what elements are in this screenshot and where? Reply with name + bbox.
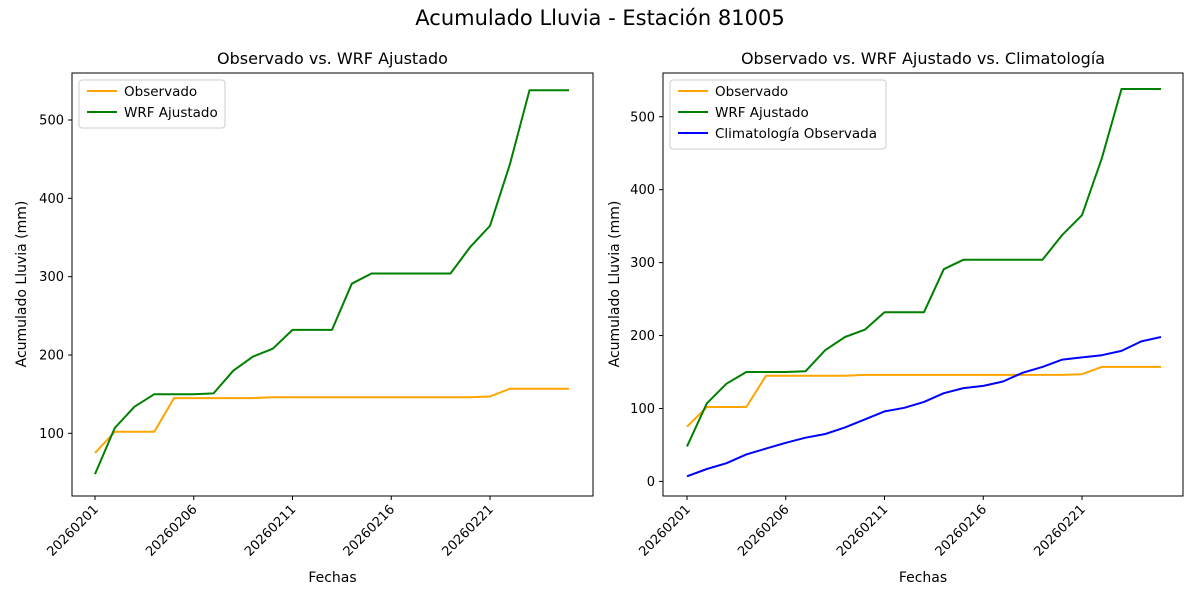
plot-frame — [71, 72, 594, 497]
y-tick-label: 300 — [39, 270, 64, 285]
series-line-observado — [686, 365, 1161, 428]
y-tick-label: 0 — [647, 475, 655, 490]
y-tick-label: 200 — [39, 349, 64, 364]
legend-label: Climatología Observada — [715, 126, 877, 142]
x-tick-label: 20260211 — [834, 502, 891, 559]
legend-label: Observado — [715, 84, 788, 100]
y-axis-label: Acumulado Lluvia (mm) — [14, 201, 30, 368]
series-line-wrf — [686, 88, 1161, 447]
legend-label: WRF Ajustado — [124, 105, 218, 121]
legend-label: WRF Ajustado — [715, 105, 809, 121]
x-tick-label: 20260206 — [735, 502, 792, 559]
y-axis-label: Acumulado Lluvia (mm) — [607, 201, 623, 368]
series-line-climatologia — [686, 336, 1162, 478]
figure-suptitle: Acumulado Lluvia - Estación 81005 — [415, 6, 785, 30]
x-axis-label: Fechas — [899, 570, 947, 586]
series-line-wrf — [94, 89, 569, 475]
x-axis-label: Fechas — [308, 570, 356, 586]
x-tick-label: 20260216 — [933, 502, 990, 559]
plot-frame — [662, 72, 1184, 497]
y-tick-label: 100 — [39, 427, 64, 442]
y-tick-label: 100 — [630, 402, 655, 417]
x-tick-label: 20260221 — [1031, 502, 1088, 559]
y-tick-label: 200 — [630, 329, 655, 344]
y-tick-label: 500 — [630, 110, 655, 125]
chart-title: Observado vs. WRF Ajustado — [217, 49, 448, 68]
x-tick-label: 20260201 — [636, 502, 693, 559]
y-tick-label: 500 — [39, 114, 64, 129]
series-line-observado — [94, 387, 569, 454]
legend-box — [669, 79, 887, 150]
y-tick-label: 300 — [630, 256, 655, 271]
y-tick-label: 400 — [39, 192, 64, 207]
y-tick-label: 400 — [630, 183, 655, 198]
legend-label: Observado — [124, 84, 197, 100]
chart-title: Observado vs. WRF Ajustado vs. Climatolo… — [741, 49, 1105, 68]
